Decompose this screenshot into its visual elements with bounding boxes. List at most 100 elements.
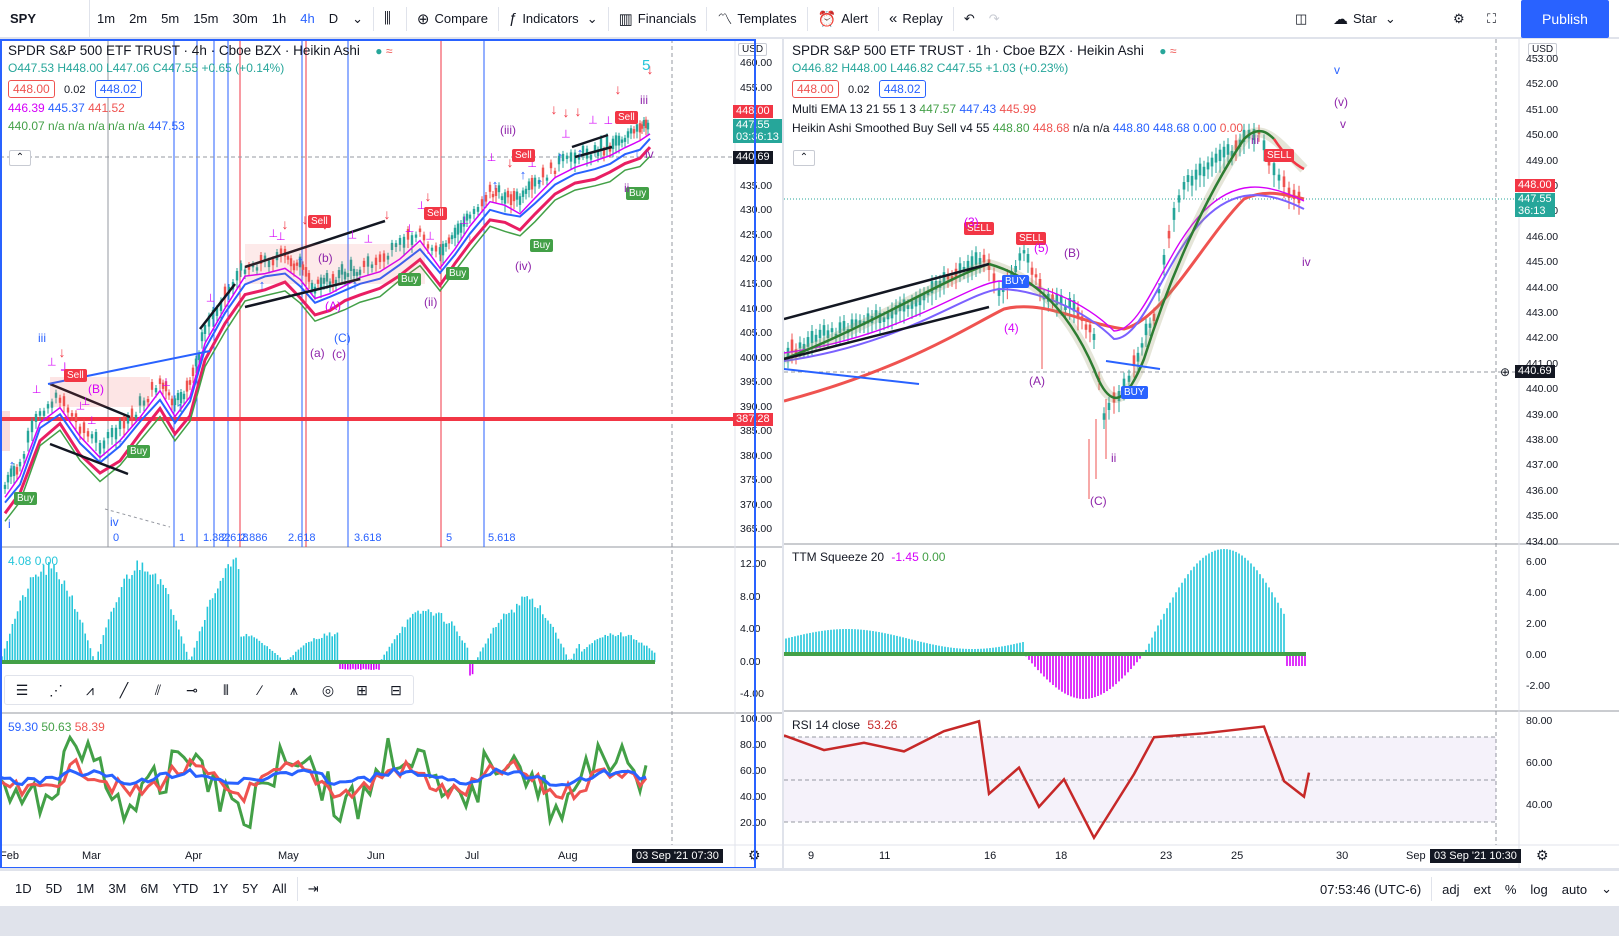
elliott-wave-icon[interactable]: ⋰ — [49, 681, 63, 698]
buy-arrow-icon: ↑ — [492, 177, 499, 192]
interval-4h[interactable]: 4h — [300, 11, 315, 26]
clock[interactable]: 07:53:46 (UTC-6) — [1320, 881, 1422, 897]
squeeze-tick: -4.00 — [740, 688, 764, 700]
templates-label: Templates — [737, 11, 797, 26]
range-6m[interactable]: 6M — [140, 881, 159, 896]
range-ytd[interactable]: YTD — [172, 881, 199, 896]
gear-icon[interactable]: ⚙ — [1536, 847, 1549, 863]
right-chart-canvas[interactable] — [784, 39, 1619, 868]
replay-button[interactable]: « Replay — [882, 0, 950, 38]
sell-price-pill[interactable]: 448.00 — [792, 80, 839, 98]
candle-body — [593, 145, 597, 151]
crosshair-plus-icon[interactable]: ⊕ — [1500, 365, 1511, 379]
redo-button[interactable]: ↷ — [982, 0, 1007, 38]
candle-body — [255, 267, 259, 271]
interval-30m[interactable]: 30m — [232, 11, 258, 26]
interval-2m[interactable]: 2m — [129, 11, 148, 26]
marker-icon: ⊥ — [363, 234, 373, 246]
gann-box-icon[interactable]: ⊞ — [356, 681, 368, 698]
candle-body — [46, 404, 50, 409]
undo-button[interactable]: ↶ — [957, 0, 982, 38]
wave-icon[interactable]: ≈ — [385, 44, 393, 58]
compare-button[interactable]: ⊕ Compare — [410, 0, 495, 38]
templates-button[interactable]: 〽 Templates — [710, 0, 803, 38]
wave-label: (v) — [1334, 95, 1348, 109]
toggle-percent[interactable]: % — [1504, 881, 1517, 897]
interval-1h[interactable]: 1h — [271, 11, 287, 26]
squeeze-tick: 0.00 — [740, 655, 761, 668]
symbol-search[interactable]: SPY — [0, 0, 90, 38]
candle-body — [1102, 413, 1106, 420]
squeeze-tick: 4.00 — [740, 623, 761, 635]
range-1y[interactable]: 1Y — [212, 881, 229, 896]
currency-selector[interactable]: USD — [1528, 43, 1558, 56]
buy-price-pill[interactable]: 448.02 — [94, 80, 142, 98]
fullscreen-button[interactable]: ⛶ — [1480, 0, 1503, 38]
right-chart-panel[interactable]: SPDR S&P 500 ETF TRUST · 1h · Cboe BZX ·… — [784, 39, 1619, 868]
trend-line — [244, 277, 361, 309]
candle-body — [958, 263, 962, 272]
sell-price-pill[interactable]: 448.00 — [8, 80, 55, 98]
line-icon[interactable]: ∕ — [258, 682, 262, 698]
interval-d[interactable]: D — [328, 11, 339, 26]
collapse-legend-button[interactable]: ⌃ — [9, 150, 31, 166]
alert-button[interactable]: ⏰ Alert — [811, 0, 875, 38]
abcd-pattern-icon[interactable]: ⩘ — [86, 681, 94, 698]
settings-button[interactable]: ⚙ — [1446, 0, 1472, 38]
eye-icon[interactable]: ● — [375, 44, 383, 58]
squeeze-tick: 2.00 — [1526, 618, 1547, 630]
toggle-log[interactable]: log — [1530, 881, 1548, 897]
range-1d[interactable]: 1D — [15, 881, 32, 896]
goto-date-button[interactable]: ⇥ — [301, 881, 326, 897]
gear-icon[interactable]: ⚙ — [748, 847, 761, 863]
currency-selector[interactable]: USD — [738, 43, 768, 56]
eye-icon[interactable]: ● — [1159, 44, 1167, 58]
layout-button[interactable]: ◫ — [1288, 0, 1314, 38]
fib-levels-icon[interactable]: ⦀ — [222, 681, 230, 698]
toggle-ext[interactable]: ext — [1473, 881, 1491, 897]
rsi-value: 53.26 — [867, 718, 898, 732]
chart-type-button[interactable]: ⫼ — [377, 0, 403, 38]
fib-label: 0 — [113, 532, 119, 544]
horizontal-ray-icon[interactable]: ⊸ — [186, 681, 198, 698]
interval-15m[interactable]: 15m — [193, 11, 219, 26]
candle-body — [569, 152, 573, 162]
pitchfork-icon[interactable]: ⩚ — [290, 681, 298, 698]
collapse-legend-button[interactable]: ⌃ — [793, 150, 815, 166]
wave-icon[interactable]: ≈ — [1169, 44, 1177, 58]
channel-icon[interactable]: ⫽ — [154, 681, 162, 698]
indicators-button[interactable]: ƒ Indicators ⌄ — [502, 0, 605, 38]
candle-body — [194, 358, 198, 367]
candle-body — [286, 256, 290, 260]
table-icon[interactable]: ⊟ — [390, 681, 402, 698]
gear-icon: ⚙ — [1453, 10, 1465, 26]
interval-dropdown[interactable]: ⌄ — [345, 0, 370, 38]
range-all[interactable]: All — [272, 881, 287, 896]
candle-body — [215, 307, 219, 316]
range-5d[interactable]: 5D — [45, 881, 63, 896]
trend-line-icon[interactable]: ╱ — [119, 681, 129, 698]
trend-line-blue — [784, 368, 920, 385]
candle-body — [614, 135, 618, 146]
marker-icon: ⊥ — [460, 215, 470, 227]
interval-1m[interactable]: 1m — [97, 11, 116, 26]
range-5y[interactable]: 5Y — [242, 881, 259, 896]
range-1m[interactable]: 1M — [76, 881, 95, 896]
toggle-auto[interactable]: auto — [1561, 881, 1588, 897]
publish-button[interactable]: Publish — [1521, 0, 1609, 38]
spiral-icon[interactable]: ◎ — [321, 681, 335, 698]
candle-body — [914, 297, 918, 307]
price-tick: 451.00 — [1526, 103, 1559, 116]
horizontal-lines-icon[interactable]: ☰ — [15, 681, 29, 698]
candle-body — [430, 247, 434, 251]
star-button[interactable]: ☁ Star ⌄ — [1326, 0, 1403, 38]
financials-button[interactable]: ▥ Financials — [612, 0, 704, 38]
left-chart-panel[interactable]: 0 1 1.382 2.618 2.886 2.618 3.618 5 5.618 ↓ ↓ ↓ ↓ ↓ ↓ ↓… — [0, 39, 782, 868]
toggle-adj[interactable]: adj — [1442, 881, 1460, 897]
interval-5m[interactable]: 5m — [161, 11, 180, 26]
range-3m[interactable]: 3M — [108, 881, 127, 896]
candle-body — [1198, 163, 1202, 176]
collapse-panel-button[interactable]: ⌄ — [1594, 881, 1619, 897]
buy-price-pill[interactable]: 448.02 — [878, 80, 926, 98]
